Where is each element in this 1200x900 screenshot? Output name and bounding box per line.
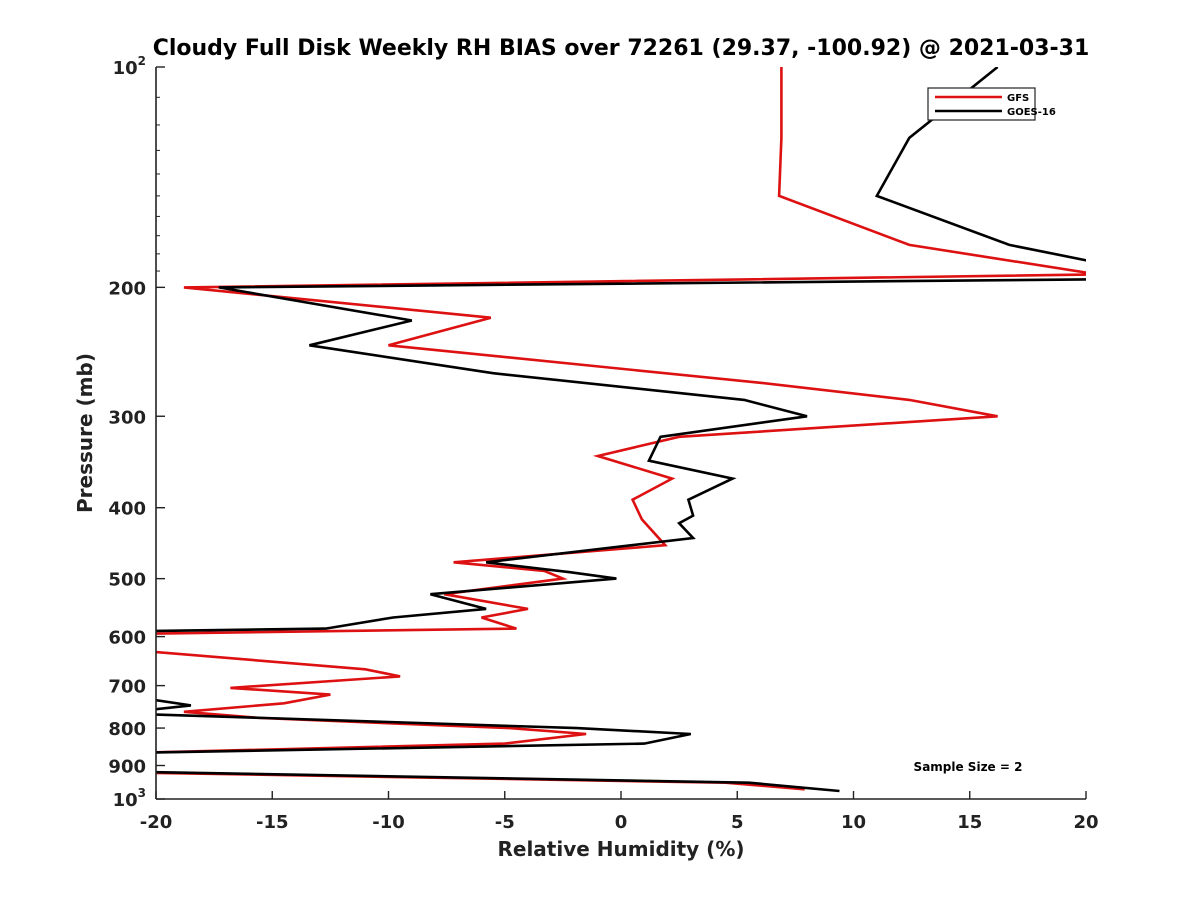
x-tick-label: 10 xyxy=(841,812,866,833)
legend-box xyxy=(927,87,1036,121)
y-tick-label: 300 xyxy=(108,407,146,428)
y-tick-label: 700 xyxy=(108,677,146,698)
x-tick-label: 5 xyxy=(731,812,744,833)
chart-title: Cloudy Full Disk Weekly RH BIAS over 722… xyxy=(153,36,1090,61)
x-tick-label: 0 xyxy=(615,812,628,833)
x-ticks: -20 -15 -10 -5 0 5 10 15 20 xyxy=(140,791,1099,833)
series-line-goes16 xyxy=(156,67,1086,793)
x-tick-label: 20 xyxy=(1073,812,1098,833)
y-tick-label: 400 xyxy=(108,499,146,520)
y-tick-label: 102 xyxy=(113,54,146,79)
y-ticks: 102 200 300 400 500 600 700 800 900 103 xyxy=(108,54,165,811)
y-tick-label: 800 xyxy=(108,719,146,740)
sample-size-annotation: Sample Size = 2 xyxy=(914,760,1023,774)
y-axis-label: Pressure (mb) xyxy=(73,353,97,513)
x-axis-label: Relative Humidity (%) xyxy=(497,837,744,861)
legend-label-gfs: GFS xyxy=(1007,93,1029,104)
x-tick-label: -5 xyxy=(495,812,515,833)
y-tick-label: 600 xyxy=(108,628,146,649)
y-tick-label: 900 xyxy=(108,757,146,778)
x-tick-label: -15 xyxy=(256,812,289,833)
series-line-gfs xyxy=(156,67,1086,791)
x-tick-label: -20 xyxy=(140,812,173,833)
y-tick-label: 500 xyxy=(108,570,146,591)
x-tick-label: 15 xyxy=(957,812,982,833)
plot-area xyxy=(156,67,1086,799)
series-layer xyxy=(156,67,1086,793)
legend: GFS GOES-16 xyxy=(927,87,1056,121)
x-tick-label: -10 xyxy=(372,812,405,833)
y-tick-label: 200 xyxy=(108,278,146,299)
y-tick-label: 103 xyxy=(113,786,146,811)
legend-label-goes16: GOES-16 xyxy=(1007,107,1056,118)
